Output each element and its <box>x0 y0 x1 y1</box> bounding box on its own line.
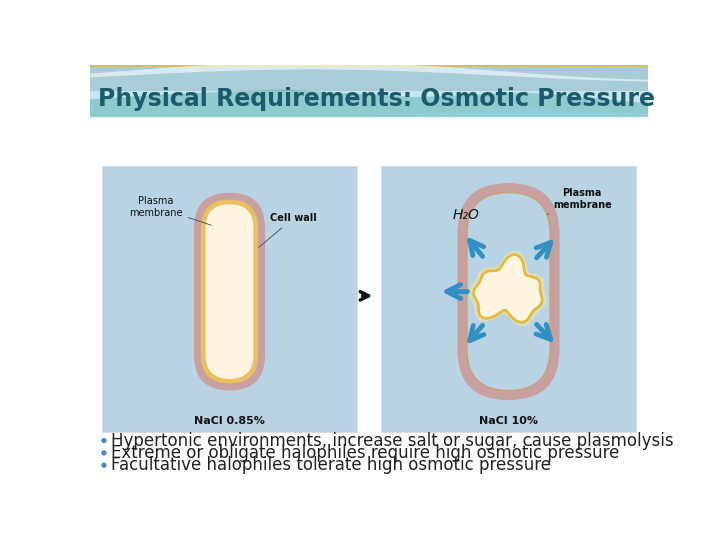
Text: Hypertonic environments, increase salt or sugar, cause plasmolysis: Hypertonic environments, increase salt o… <box>111 431 673 450</box>
Polygon shape <box>90 62 648 82</box>
Text: NaCl 10%: NaCl 10% <box>479 416 538 426</box>
PathPatch shape <box>469 251 546 326</box>
Circle shape <box>102 451 106 455</box>
Polygon shape <box>90 90 648 117</box>
FancyBboxPatch shape <box>206 205 253 378</box>
PathPatch shape <box>474 255 542 322</box>
Text: Physical Requirements: Osmotic Pressure: Physical Requirements: Osmotic Pressure <box>98 87 654 111</box>
Bar <box>90 65 648 117</box>
Text: NaCl 0.85%: NaCl 0.85% <box>194 416 265 426</box>
FancyBboxPatch shape <box>381 166 636 432</box>
Polygon shape <box>323 108 648 117</box>
Text: Extreme or obligate halophiles require high osmotic pressure: Extreme or obligate halophiles require h… <box>111 444 619 462</box>
FancyBboxPatch shape <box>202 200 258 383</box>
Text: Cell wall: Cell wall <box>258 213 316 247</box>
Text: H₂O: H₂O <box>453 207 480 221</box>
Bar <box>90 65 648 67</box>
Circle shape <box>102 438 106 442</box>
FancyBboxPatch shape <box>467 192 550 391</box>
FancyBboxPatch shape <box>194 193 264 390</box>
Circle shape <box>102 463 106 467</box>
Text: Plasma
membrane: Plasma membrane <box>129 196 212 225</box>
FancyBboxPatch shape <box>458 184 559 400</box>
Text: Facultative halophiles tolerate high osmotic pressure: Facultative halophiles tolerate high osm… <box>111 456 551 474</box>
Bar <box>90 91 648 117</box>
FancyBboxPatch shape <box>102 166 357 432</box>
Text: Plasma
membrane: Plasma membrane <box>547 188 611 214</box>
